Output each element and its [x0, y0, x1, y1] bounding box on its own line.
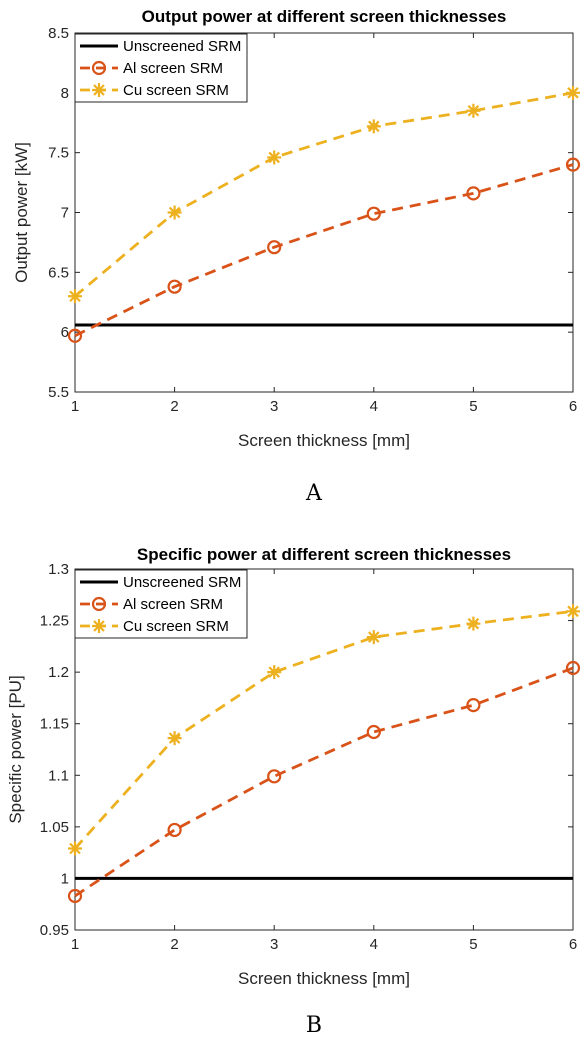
legend-entry: Cu screen SRM — [80, 618, 229, 635]
data-point — [67, 328, 83, 343]
legend-marker — [92, 619, 106, 633]
x-tick-label: 2 — [170, 398, 178, 415]
y-tick-label: 1 — [61, 870, 69, 887]
y-tick-label: 1.2 — [48, 664, 69, 681]
data-point — [167, 822, 182, 838]
series-al-screen-srm — [67, 157, 581, 343]
y-tick-label: 8 — [61, 85, 69, 102]
series-line — [74, 91, 574, 298]
legend-entry: Unscreened SRM — [80, 574, 241, 591]
data-point — [267, 769, 282, 784]
series-cu-screen-srm — [68, 604, 580, 856]
x-tick-label: 3 — [270, 398, 278, 415]
data-point — [267, 665, 282, 680]
data-point — [167, 279, 182, 294]
data-point — [68, 289, 82, 304]
legend-label: Cu screen SRM — [123, 82, 229, 99]
data-point — [267, 240, 282, 255]
data-point — [566, 85, 580, 100]
legend-label: Cu screen SRM — [123, 618, 229, 635]
data-point — [466, 186, 481, 201]
data-point — [67, 888, 83, 904]
x-tick-label: 1 — [71, 936, 79, 953]
y-tick-label: 7.5 — [48, 145, 69, 162]
y-tick-label: 7 — [61, 205, 69, 222]
x-tick-label: 4 — [370, 936, 378, 953]
data-point — [466, 103, 481, 118]
series-cu-screen-srm — [68, 85, 580, 304]
legend-label: Al screen SRM — [123, 596, 223, 613]
y-axis-label: Specific power [PU] — [6, 675, 25, 823]
series-line — [74, 666, 574, 898]
legend-label: Unscreened SRM — [123, 38, 241, 55]
y-tick-label: 8.5 — [48, 25, 69, 42]
data-point — [167, 205, 182, 220]
panel-label: B — [306, 1013, 322, 1038]
y-tick-label: 1.05 — [40, 819, 69, 836]
legend-entry: Cu screen SRM — [80, 82, 229, 99]
data-point — [466, 616, 481, 631]
x-tick-label: 5 — [469, 936, 477, 953]
series-line — [74, 163, 574, 338]
data-point — [565, 660, 581, 676]
data-point — [167, 731, 182, 746]
y-tick-label: 6.5 — [48, 264, 69, 281]
legend-marker — [91, 60, 107, 76]
legend-entry: Al screen SRM — [80, 596, 223, 613]
chart-panel-b: Specific power at different screen thick… — [6, 545, 581, 1038]
y-tick-label: 6 — [61, 324, 69, 341]
x-axis-label: Screen thickness [mm] — [238, 431, 410, 450]
data-point — [366, 724, 381, 740]
data-point — [565, 157, 581, 172]
chart-title: Specific power at different screen thick… — [137, 545, 511, 564]
x-tick-label: 4 — [370, 398, 378, 415]
panel-label: A — [305, 481, 323, 506]
x-tick-label: 2 — [170, 936, 178, 953]
data-point — [68, 841, 82, 856]
x-tick-label: 5 — [469, 398, 477, 415]
x-tick-label: 6 — [569, 398, 577, 415]
series-al-screen-srm — [67, 660, 581, 904]
y-tick-label: 0.95 — [40, 922, 69, 939]
data-point — [566, 604, 580, 619]
y-tick-label: 1.25 — [40, 613, 69, 630]
legend-marker — [92, 83, 106, 97]
legend-label: Al screen SRM — [123, 60, 223, 77]
legend-marker — [91, 596, 107, 612]
legend-entry: Al screen SRM — [80, 60, 223, 77]
y-tick-label: 1.15 — [40, 716, 69, 733]
legend-label: Unscreened SRM — [123, 574, 241, 591]
y-axis-label: Output power [kW] — [12, 142, 31, 283]
chart-panel-a: Output power at different screen thickne… — [12, 7, 581, 506]
x-tick-label: 3 — [270, 936, 278, 953]
legend: Unscreened SRM Al screen SRM Cu screen SRM — [74, 33, 248, 103]
data-point — [366, 206, 381, 221]
data-point — [366, 119, 381, 134]
x-axis-label: Screen thickness [mm] — [238, 969, 410, 988]
y-tick-label: 1.3 — [48, 561, 69, 578]
data-point — [366, 630, 381, 645]
y-tick-label: 1.1 — [48, 767, 69, 784]
legend: Unscreened SRM Al screen SRM Cu screen SRM — [74, 569, 248, 639]
x-tick-label: 6 — [569, 936, 577, 953]
chart-title: Output power at different screen thickne… — [142, 7, 507, 26]
y-tick-label: 5.5 — [48, 384, 69, 401]
data-point — [267, 150, 282, 165]
x-tick-label: 1 — [71, 398, 79, 415]
legend-entry: Unscreened SRM — [80, 38, 241, 55]
data-point — [466, 698, 481, 713]
series-line — [73, 609, 574, 850]
